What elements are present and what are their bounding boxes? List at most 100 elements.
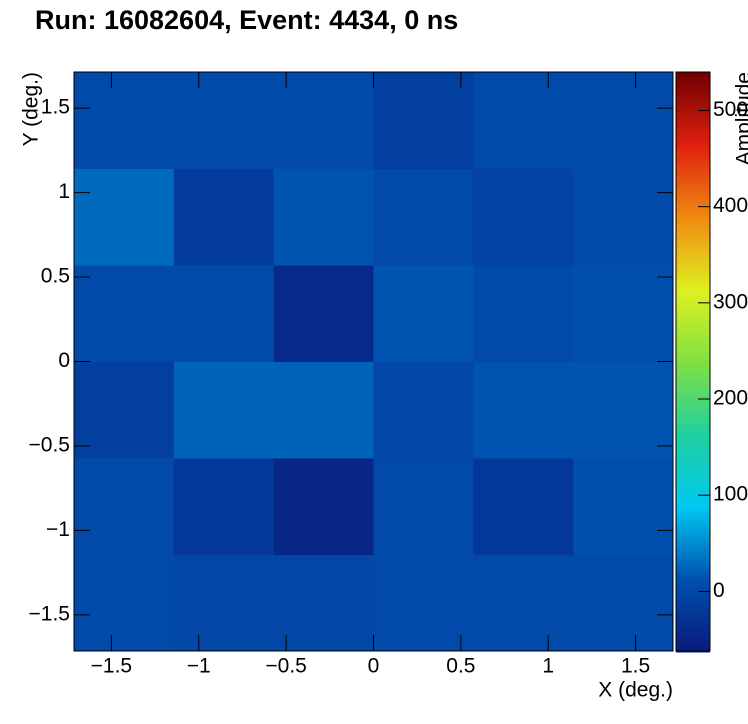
heatmap-cell bbox=[473, 361, 574, 459]
colorbar-strip bbox=[676, 184, 710, 187]
heatmap-cell bbox=[373, 554, 474, 652]
colorbar-strip bbox=[676, 154, 710, 157]
colorbar-strip bbox=[676, 394, 710, 397]
colorbar-strip bbox=[676, 560, 710, 563]
colorbar-strip bbox=[676, 234, 710, 237]
colorbar-strip bbox=[676, 144, 710, 147]
x-tick-label: −1.5 bbox=[91, 655, 132, 678]
colorbar-strip bbox=[676, 134, 710, 137]
colorbar-strip bbox=[676, 370, 710, 373]
colorbar-strip bbox=[676, 322, 710, 325]
colorbar-strip bbox=[676, 648, 710, 651]
colorbar-strip bbox=[676, 372, 710, 375]
colorbar-strip bbox=[676, 606, 710, 609]
colorbar-strip bbox=[676, 114, 710, 117]
x-tick-label: −1 bbox=[187, 655, 211, 678]
colorbar-strip bbox=[676, 258, 710, 261]
colorbar-strip bbox=[676, 188, 710, 191]
colorbar-strip bbox=[676, 210, 710, 213]
colorbar-strip bbox=[676, 368, 710, 371]
colorbar-strip bbox=[676, 190, 710, 193]
colorbar-strip bbox=[676, 104, 710, 107]
heatmap-cell bbox=[273, 265, 374, 362]
colorbar-strip bbox=[676, 262, 710, 265]
colorbar-strip bbox=[676, 474, 710, 477]
colorbar-strip bbox=[676, 334, 710, 337]
colorbar-strip bbox=[676, 224, 710, 227]
colorbar-strip bbox=[676, 458, 710, 461]
colorbar-strip bbox=[676, 486, 710, 489]
colorbar-strip bbox=[676, 214, 710, 217]
colorbar-strip bbox=[676, 432, 710, 435]
colorbar-strip bbox=[676, 628, 710, 631]
colorbar-strip bbox=[676, 336, 710, 339]
colorbar-strip bbox=[676, 240, 710, 243]
colorbar-strip bbox=[676, 422, 710, 425]
colorbar-strip bbox=[676, 384, 710, 387]
colorbar-strip bbox=[676, 418, 710, 421]
z-tick-label: 200 bbox=[713, 387, 748, 410]
heatmap-cell bbox=[74, 361, 175, 459]
colorbar-strip bbox=[676, 122, 710, 125]
colorbar-strip bbox=[676, 296, 710, 299]
colorbar-strip bbox=[676, 358, 710, 361]
colorbar-strip bbox=[676, 316, 710, 319]
colorbar-strip bbox=[676, 106, 710, 109]
heatmap-cell bbox=[173, 361, 275, 459]
colorbar-strip bbox=[676, 532, 710, 535]
colorbar-strip bbox=[676, 330, 710, 333]
colorbar-strip bbox=[676, 266, 710, 269]
colorbar-strip bbox=[676, 92, 710, 95]
colorbar-strip bbox=[676, 626, 710, 629]
colorbar-strip bbox=[676, 526, 710, 529]
colorbar-strip bbox=[676, 470, 710, 473]
colorbar-strip bbox=[676, 588, 710, 591]
colorbar-strip bbox=[676, 580, 710, 583]
colorbar-strip bbox=[676, 630, 710, 633]
heatmap-cell bbox=[373, 72, 474, 169]
colorbar-strip bbox=[676, 478, 710, 481]
colorbar-strip bbox=[676, 484, 710, 487]
colorbar-strip bbox=[676, 520, 710, 523]
heatmap-cell bbox=[473, 168, 574, 266]
colorbar-strip bbox=[676, 390, 710, 393]
chart-title: Run: 16082604, Event: 4434, 0 ns bbox=[35, 5, 458, 35]
colorbar-strip bbox=[676, 582, 710, 585]
colorbar-strip bbox=[676, 610, 710, 613]
colorbar-strip bbox=[676, 564, 710, 567]
colorbar-strip bbox=[676, 646, 710, 649]
colorbar-strip bbox=[676, 360, 710, 363]
colorbar-strip bbox=[676, 84, 710, 87]
colorbar-strip bbox=[676, 264, 710, 267]
colorbar-strip bbox=[676, 460, 710, 463]
z-tick-label: 300 bbox=[713, 290, 748, 313]
colorbar-strip bbox=[676, 152, 710, 155]
colorbar-strip bbox=[676, 206, 710, 209]
heatmap-cell bbox=[473, 457, 574, 556]
colorbar-strip bbox=[676, 254, 710, 257]
colorbar-strip bbox=[676, 534, 710, 537]
colorbar-strip bbox=[676, 416, 710, 419]
x-tick-label: 1 bbox=[542, 655, 554, 678]
colorbar-strip bbox=[676, 248, 710, 251]
colorbar-strip bbox=[676, 294, 710, 297]
colorbar-strip bbox=[676, 348, 710, 351]
colorbar-strip bbox=[676, 312, 710, 315]
colorbar-strip bbox=[676, 242, 710, 245]
colorbar-strip bbox=[676, 462, 710, 465]
colorbar-strip bbox=[676, 236, 710, 239]
colorbar-strip bbox=[676, 148, 710, 151]
y-axis-label: Y (deg.) bbox=[20, 72, 43, 146]
colorbar-strip bbox=[676, 304, 710, 307]
heatmap-cell bbox=[74, 554, 175, 652]
colorbar-strip bbox=[676, 278, 710, 281]
colorbar-strip bbox=[676, 130, 710, 133]
colorbar-strip bbox=[676, 396, 710, 399]
heatmap-cell bbox=[273, 168, 374, 266]
colorbar-strip bbox=[676, 72, 710, 75]
colorbar-strip bbox=[676, 500, 710, 503]
colorbar-strip bbox=[676, 350, 710, 353]
colorbar-strip bbox=[676, 328, 710, 331]
colorbar-strip bbox=[676, 260, 710, 263]
